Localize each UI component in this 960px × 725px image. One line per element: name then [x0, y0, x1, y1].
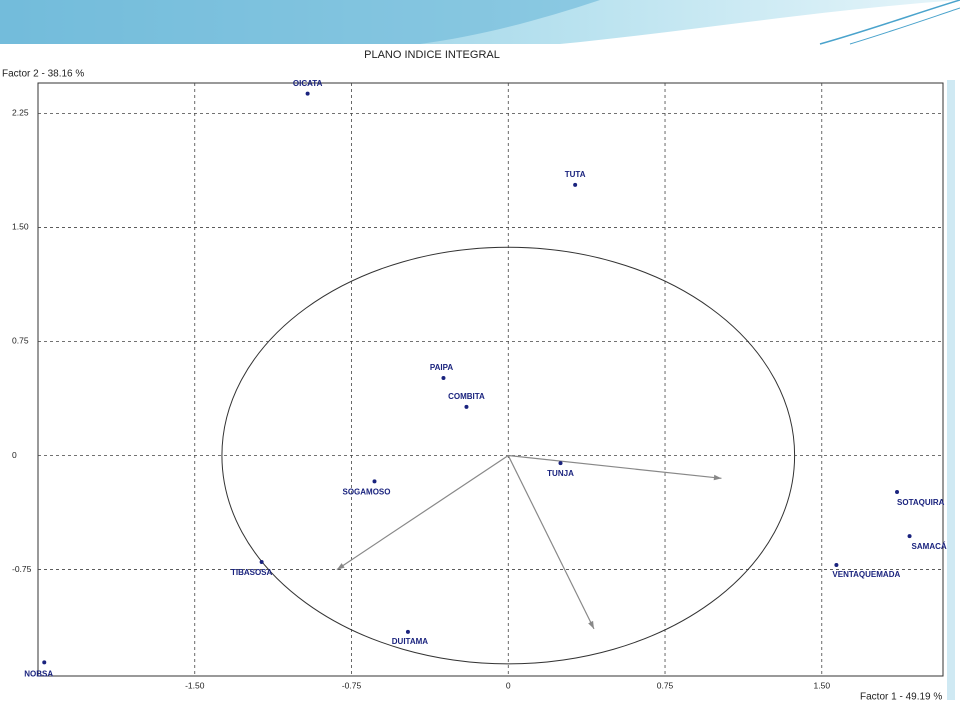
point-label: OICATA	[293, 79, 323, 88]
x-tick-label: 1.50	[814, 680, 831, 690]
point-label: TIBASOSA	[231, 568, 273, 577]
y-tick-label: 1.50	[12, 222, 29, 232]
y-tick-label: 2.25	[12, 108, 29, 118]
y-axis-label: Factor 2 - 38.16 %	[2, 69, 84, 80]
y-tick-label: 0.75	[12, 336, 29, 346]
side-bar	[947, 80, 955, 700]
point	[259, 559, 264, 564]
point-label: DUITAMA	[392, 637, 429, 646]
point	[441, 375, 446, 380]
x-tick-label: 0.75	[657, 680, 674, 690]
x-tick-label: 0	[506, 680, 511, 690]
x-tick-label: -1.50	[185, 680, 205, 690]
chart-title: PLANO INDICE INTEGRAL	[364, 49, 500, 61]
point	[573, 182, 578, 187]
point	[907, 534, 912, 539]
x-tick-label: -0.75	[342, 680, 362, 690]
vector	[336, 455, 509, 571]
vector-head	[588, 620, 594, 629]
header-line	[849, 7, 960, 45]
vector-head	[336, 563, 345, 570]
point-label: TUNJA	[547, 469, 574, 478]
header-wave	[0, 0, 600, 44]
point	[895, 490, 900, 495]
point-label: COMBITA	[448, 392, 485, 401]
vector	[507, 455, 595, 630]
x-axis-label: Factor 1 - 49.19 %	[860, 692, 942, 703]
point	[834, 563, 839, 568]
point	[558, 461, 563, 466]
y-tick-label: 0	[12, 450, 17, 460]
point-label: SOTAQUIRA	[897, 498, 945, 507]
point-label: TUTA	[565, 170, 586, 179]
point	[405, 629, 410, 634]
point-label: NOBSA	[24, 669, 53, 678]
point	[42, 660, 47, 665]
point-label: VENTAQUEMADA	[832, 570, 900, 579]
y-tick-label: -0.75	[12, 564, 32, 574]
header-line	[819, 0, 960, 45]
point	[305, 91, 310, 96]
point-label: PAIPA	[430, 363, 453, 372]
plot-frame	[37, 82, 944, 677]
vector	[508, 454, 722, 479]
point	[372, 479, 377, 484]
vector-head	[713, 474, 722, 481]
point-label: SOGAMOSO	[342, 487, 390, 496]
correlation-circle	[221, 246, 796, 665]
point	[464, 404, 469, 409]
point-label: SAMACÁ	[912, 542, 947, 551]
